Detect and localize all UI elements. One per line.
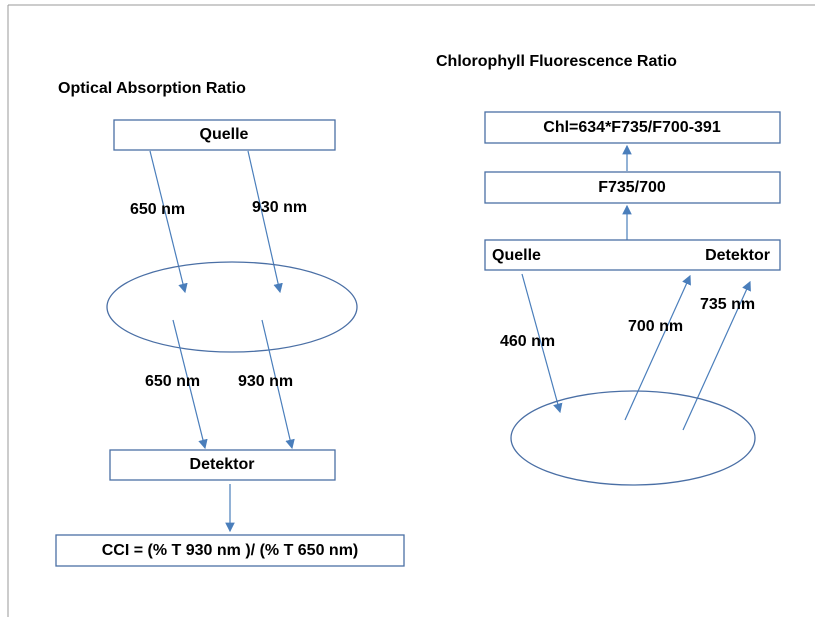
left-title: Optical Absorption Ratio	[58, 80, 246, 97]
wave-label: 930 nm	[238, 373, 293, 390]
sensor-box	[484, 239, 781, 271]
arrow	[624, 274, 691, 421]
formula-box	[55, 534, 405, 567]
formula: Chl=634*F735/F700-391	[543, 119, 721, 136]
detector-label: Detektor	[190, 456, 255, 473]
right-title: Chlorophyll Fluorescence Ratio	[436, 53, 677, 70]
ratio-box	[484, 171, 781, 204]
wave-label: 700 nm	[628, 318, 683, 335]
wave-label: 650 nm	[130, 201, 185, 218]
arrow	[247, 150, 283, 294]
source-box	[113, 119, 336, 151]
arrow	[682, 280, 751, 431]
source-label: Quelle	[200, 126, 249, 143]
wave-label: 735 nm	[700, 296, 755, 313]
ratio: F735/700	[598, 179, 666, 196]
detector-box	[109, 449, 336, 481]
arrow	[521, 273, 563, 414]
wave-label: 930 nm	[252, 199, 307, 216]
sample	[106, 261, 358, 353]
wave-label: 650 nm	[145, 373, 200, 390]
source-label: Quelle	[492, 247, 541, 264]
arrow	[261, 319, 295, 450]
formula: CCI = (% T 930 nm )/ (% T 650 nm)	[102, 542, 359, 559]
sample	[510, 390, 756, 486]
formula-box	[484, 111, 781, 144]
detector-label: Detektor	[705, 247, 770, 264]
wave-label: 460 nm	[500, 333, 555, 350]
arrow	[172, 319, 208, 450]
arrow	[149, 150, 188, 294]
